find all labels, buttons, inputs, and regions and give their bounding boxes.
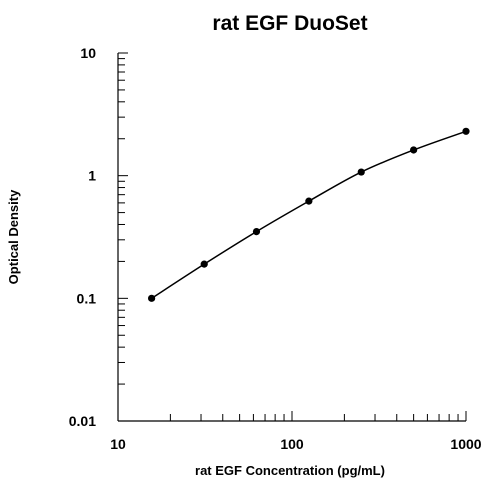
y-tick-label: 1 bbox=[88, 168, 96, 184]
y-tick-label: 0.01 bbox=[69, 413, 96, 429]
y-axis-label: Optical Density bbox=[6, 189, 21, 284]
y-tick-label: 0.1 bbox=[77, 290, 97, 306]
x-tick-label: 100 bbox=[280, 436, 304, 452]
data-point bbox=[305, 197, 313, 205]
chart-title: rat EGF DuoSet bbox=[212, 12, 367, 35]
data-point bbox=[462, 127, 470, 135]
data-point bbox=[410, 146, 418, 154]
x-ticks bbox=[117, 411, 467, 421]
x-tick-labels: 10 100 1000 bbox=[110, 436, 482, 452]
x-tick-label: 10 bbox=[110, 436, 126, 452]
data-point bbox=[148, 294, 156, 302]
series-line bbox=[151, 130, 467, 299]
x-axis-label: rat EGF Concentration (pg/mL) bbox=[195, 463, 385, 478]
data-point bbox=[357, 168, 365, 176]
y-tick-label: 10 bbox=[80, 45, 96, 61]
data-point bbox=[252, 227, 261, 236]
data-points bbox=[148, 127, 470, 302]
y-tick-labels: 0.01 0.1 1 10 bbox=[69, 45, 96, 429]
x-tick-label: 1000 bbox=[450, 436, 481, 452]
y-ticks bbox=[118, 52, 128, 422]
data-point bbox=[200, 260, 208, 268]
